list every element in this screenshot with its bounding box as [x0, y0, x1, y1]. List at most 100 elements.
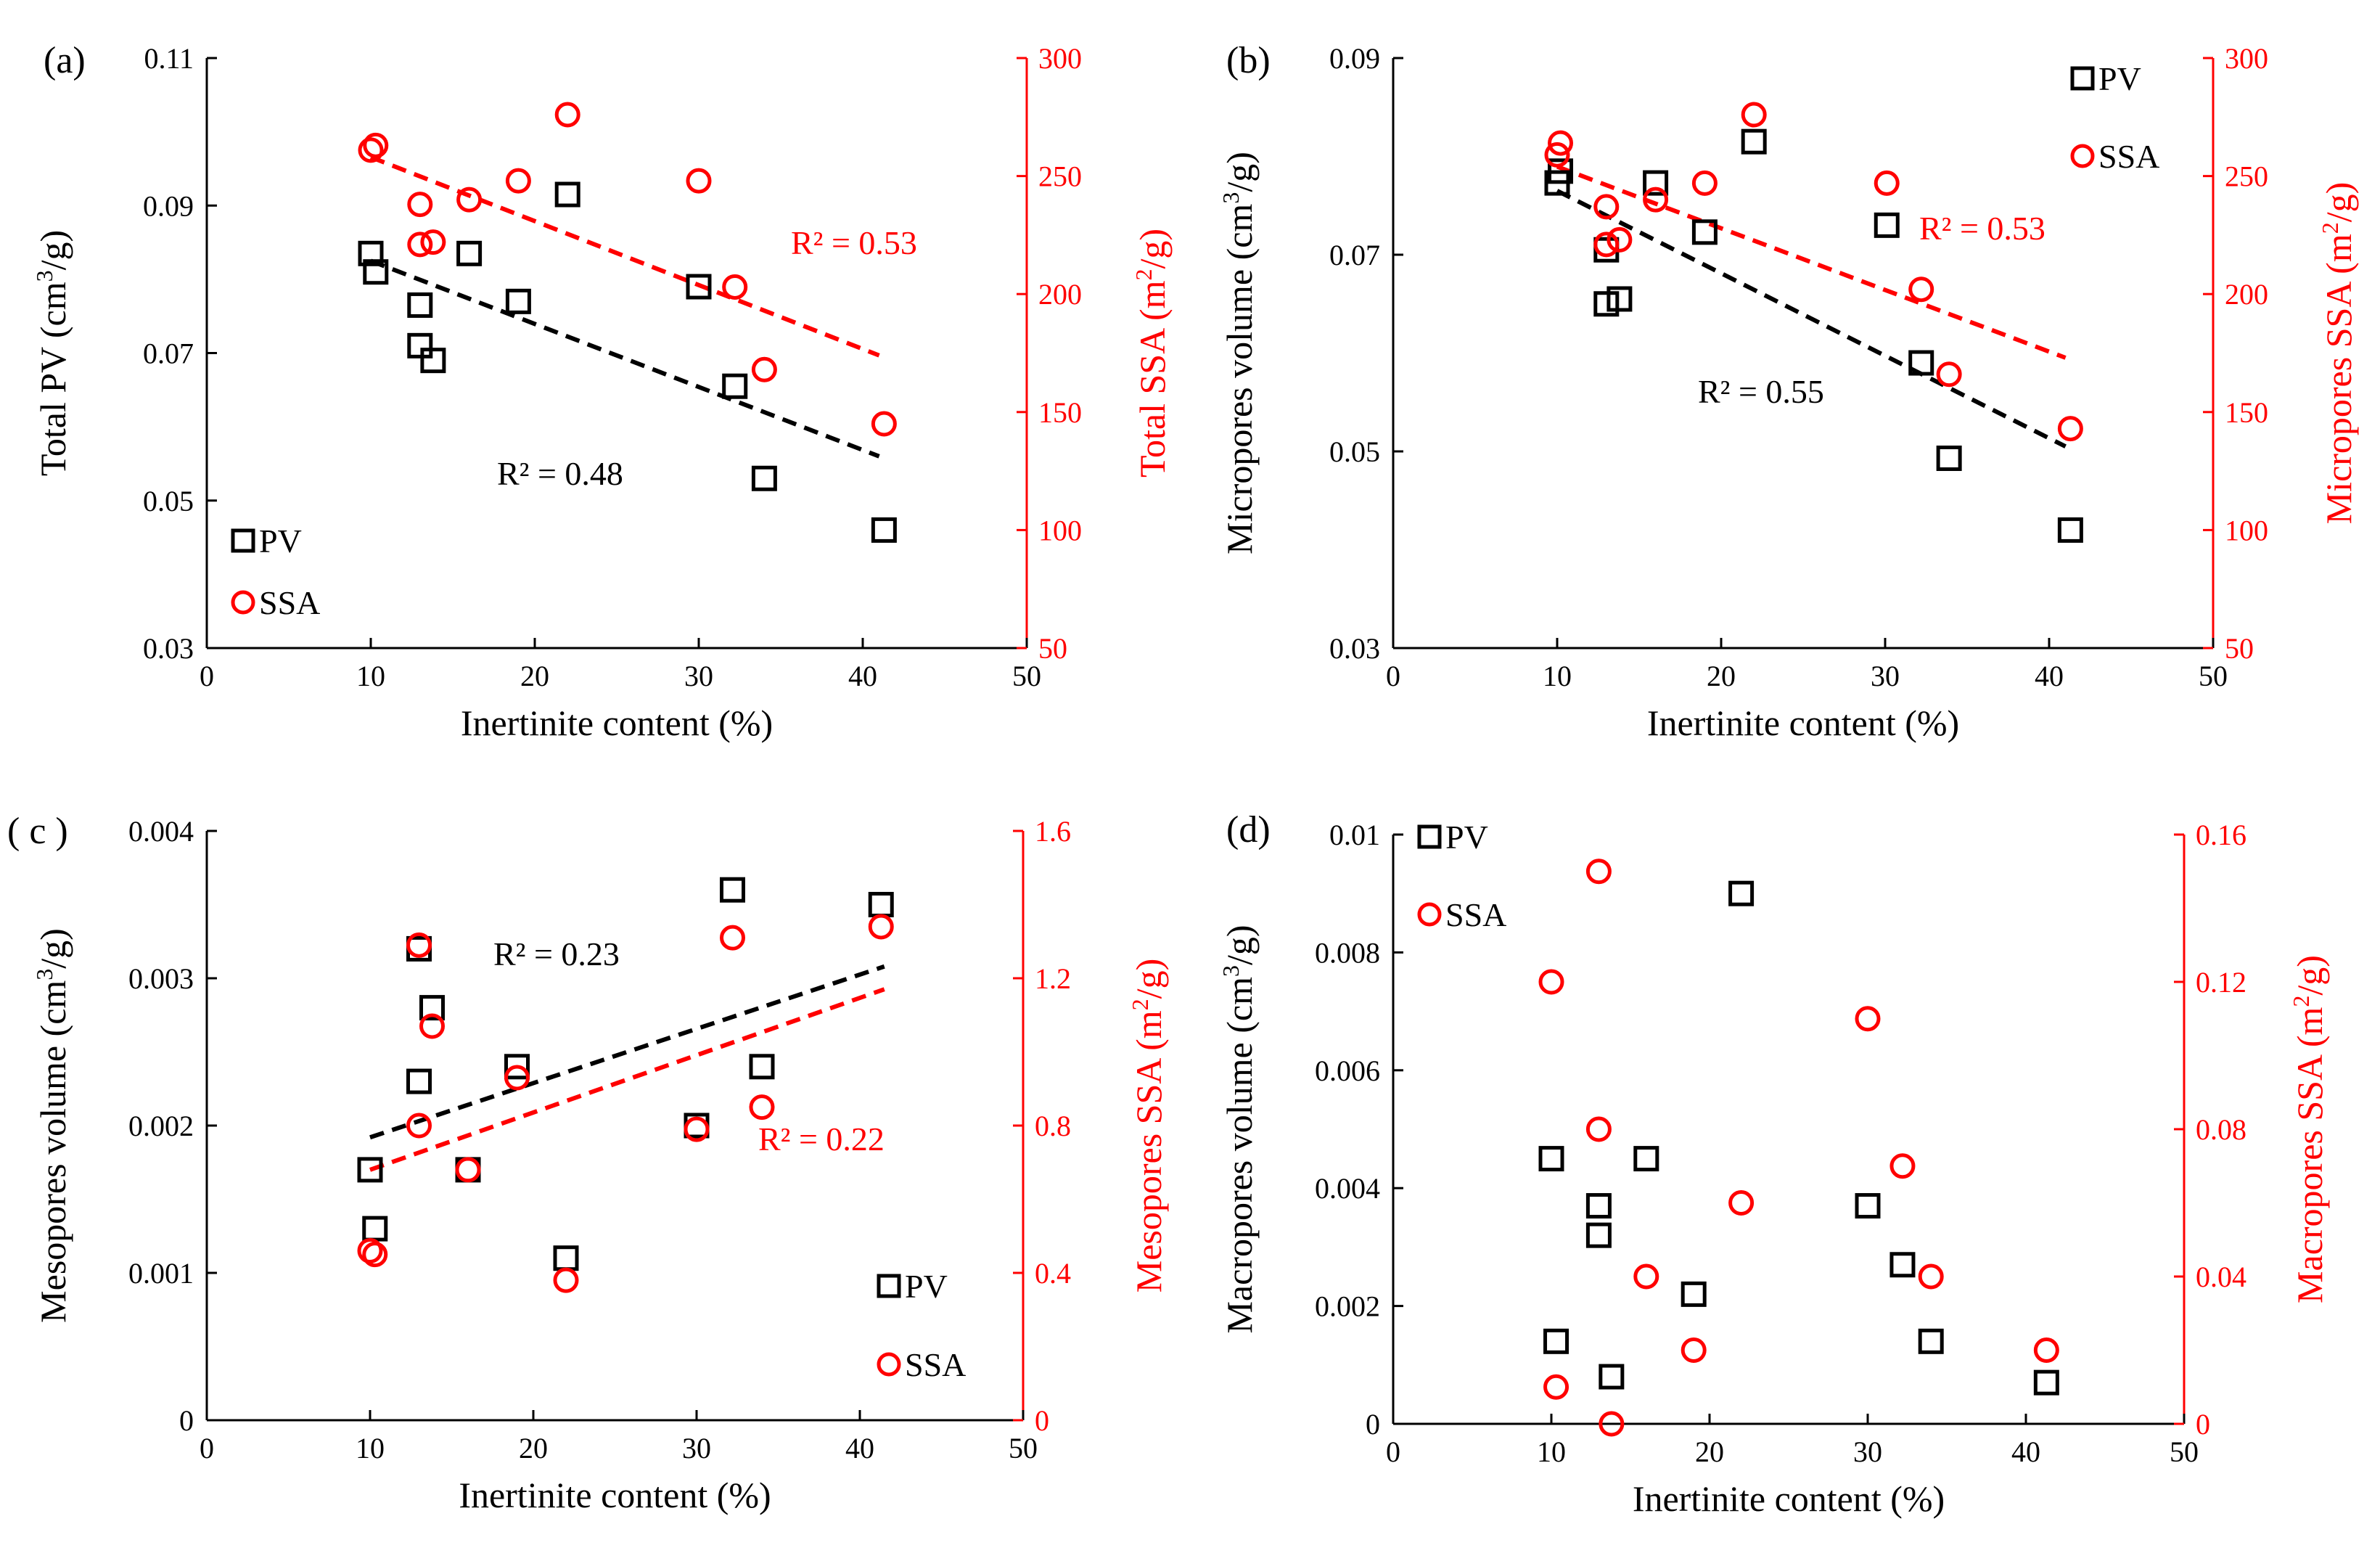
pv-point [868, 892, 894, 917]
panel-label: (b) [1226, 40, 1271, 81]
ssa-r2-label: R² = 0.53 [1919, 210, 2045, 247]
y-right-tick-label: 0.08 [2196, 1113, 2246, 1146]
x-tick-label: 40 [848, 660, 877, 692]
y-left-tick-label: 0.01 [1329, 819, 1380, 851]
x-tick-label: 10 [356, 660, 385, 692]
pv-point [1691, 219, 1718, 245]
x-tick-label: 0 [200, 660, 214, 692]
y-left-tick-label: 0.09 [1329, 42, 1380, 75]
pv-point [1741, 128, 1767, 155]
x-tick-label: 40 [2035, 660, 2064, 692]
pv-point [1643, 170, 1669, 196]
ssa-point [406, 1113, 432, 1139]
pv-r2-label: R² = 0.55 [1698, 373, 1824, 410]
y-left-tick-label: 0.03 [143, 632, 194, 665]
ssa-point [2057, 416, 2083, 442]
y-left-axis-title: Macropores volume (cm3/g) [1218, 925, 1260, 1333]
panel-3: 0 10 20 30 40 5000.0010.0020.0030.00400.40.81… [7, 811, 1169, 1515]
pv-point [1599, 1364, 1625, 1390]
ssa-trend-line [369, 155, 880, 358]
y-right-tick-label: 300 [2225, 42, 2268, 75]
y-left-tick-label: 0.003 [128, 962, 194, 995]
ssa-point [407, 192, 433, 218]
legend-ssa-label: SSA [2098, 138, 2159, 175]
ssa-point [553, 1267, 579, 1293]
y-right-tick-label: 250 [1038, 160, 1082, 193]
ssa-trend-line [1556, 164, 2067, 360]
pv-point [1543, 1328, 1569, 1354]
y-left-tick-label: 0 [179, 1404, 194, 1437]
ssa-point [1741, 102, 1767, 128]
pv-r2-label: R² = 0.23 [493, 935, 620, 972]
pv-point [1681, 1281, 1707, 1307]
pv-point [1918, 1328, 1944, 1354]
pv-point [553, 1245, 579, 1271]
legend-ssa-label: SSA [1445, 896, 1506, 933]
y-right-axis-title: Total SSA (m2/g) [1130, 229, 1173, 478]
x-tick-label: 30 [1853, 1435, 1882, 1468]
legend-pv-label: PV [1445, 819, 1488, 856]
legend-ssa-marker [1417, 902, 1442, 927]
ssa-point [871, 411, 897, 437]
y-right-tick-label: 50 [2225, 632, 2254, 665]
y-right-tick-label: 0.12 [2196, 966, 2246, 999]
ssa-point [1593, 232, 1620, 258]
y-right-tick-label: 100 [2225, 514, 2268, 546]
pv-point [1874, 212, 1900, 238]
y-left-axis-title: Micropores volume (cm3/g) [1218, 152, 1260, 554]
pv-point [751, 465, 777, 491]
ssa-point [722, 274, 748, 300]
y-left-tick-label: 0.008 [1315, 936, 1380, 969]
y-left-tick-label: 0.004 [1315, 1172, 1380, 1205]
ssa-point [456, 187, 483, 213]
ssa-r2-label: R² = 0.22 [758, 1120, 885, 1158]
y-left-axis-title: Total PV (cm3/g) [31, 230, 73, 476]
legend-pv-marker [877, 1274, 901, 1298]
ssa-point [1633, 1263, 1659, 1290]
y-right-tick-label: 200 [2225, 278, 2268, 311]
y-left-tick-label: 0.006 [1315, 1054, 1380, 1087]
x-tick-label: 10 [1543, 660, 1572, 692]
x-tick-label: 40 [845, 1432, 874, 1464]
pv-point [1548, 158, 1574, 184]
ssa-point [684, 1116, 710, 1142]
y-right-tick-label: 0.8 [1035, 1110, 1071, 1142]
ssa-point [554, 102, 580, 128]
ssa-point [358, 137, 384, 163]
y-right-tick-label: 1.6 [1035, 815, 1071, 848]
y-left-axis-title: Mesopores volume (cm3/g) [31, 928, 73, 1323]
y-left-tick-label: 0.09 [143, 189, 194, 222]
panel-2: 0 10 20 30 40 50 0.03 0.05 0.07 0.09 50 100 150 200 25… [1218, 40, 2359, 743]
x-axis-title: Inertinite content (%) [461, 702, 773, 743]
y-left-tick-label: 0.002 [1315, 1290, 1380, 1323]
ssa-point [505, 168, 531, 194]
pv-point [363, 259, 389, 285]
y-right-tick-label: 1.2 [1035, 962, 1071, 995]
pv-point [1538, 1146, 1564, 1172]
y-left-tick-label: 0 [1366, 1408, 1380, 1441]
legend-pv-label: PV [2098, 60, 2141, 97]
x-axis-title: Inertinite content (%) [1633, 1478, 1945, 1519]
ssa-point [1643, 187, 1669, 213]
ssa-point [363, 132, 389, 158]
legend-ssa-label: SSA [905, 1346, 966, 1383]
pv-point [362, 1216, 388, 1242]
pv-point [505, 288, 531, 314]
ssa-point [749, 1094, 775, 1120]
legend-pv-marker [231, 528, 255, 553]
ssa-point [1599, 1411, 1625, 1437]
ssa-point [1918, 1263, 1944, 1290]
y-right-tick-label: 50 [1038, 632, 1067, 665]
x-tick-label: 50 [2199, 660, 2228, 692]
x-axis-title: Inertinite content (%) [1647, 702, 1959, 743]
panel-4: 0 10 20 30 40 5000.0020.0040.0060.0080.0100.0… [1218, 809, 2330, 1519]
y-right-tick-label: 0 [2196, 1408, 2210, 1441]
ssa-point [1936, 361, 1962, 388]
pv-point [1889, 1252, 1916, 1278]
legend-pv-marker [1417, 824, 1442, 849]
legend-pv-label: PV [905, 1268, 948, 1305]
pv-point [456, 240, 483, 266]
pv-point [420, 348, 446, 374]
pv-point [358, 240, 384, 266]
